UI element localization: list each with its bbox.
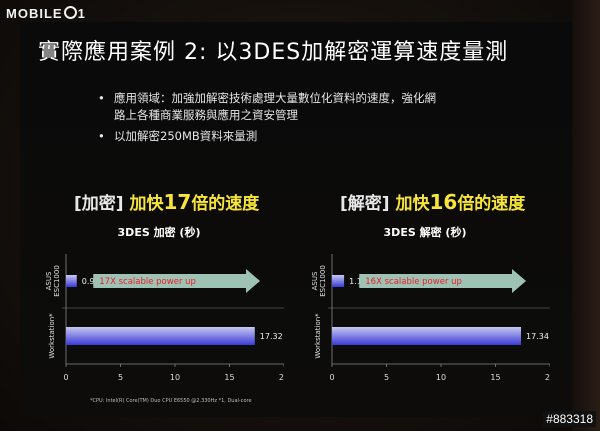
bar-value-label: 17.34: [526, 332, 549, 341]
scalable-arrow: [93, 269, 261, 293]
category-line: ESC1000: [319, 265, 327, 297]
decrypt-chart: 3DES 解密 (秒) 0 5 10 15 20 1.11 ASUSESC1000 17.34…: [300, 224, 555, 402]
scalable-arrow: [359, 269, 527, 293]
heading-post: 倍的速度: [457, 194, 526, 214]
footnote: *CPU: Intel(R) Core(TM) Duo CPU E6550 @2…: [90, 398, 252, 404]
x-tick-label: 20: [279, 373, 284, 382]
heading-pre: 加快: [389, 194, 430, 214]
bar-asus: [332, 275, 345, 287]
category-line: ASUS: [311, 271, 319, 290]
heading-bracket: [解密]: [340, 194, 390, 214]
heading-pre: 加快: [123, 194, 164, 214]
slide-title: 實際應用案例 2: 以3DES加解密運算速度量測: [38, 40, 509, 65]
bar-value-label: 17.32: [260, 332, 283, 341]
x-tick-label: 0: [329, 373, 334, 382]
category-line: ASUS: [45, 271, 53, 290]
x-tick-label: 0: [63, 373, 68, 382]
heading-post: 倍的速度: [191, 194, 260, 214]
mobile01-logo: MOBILE 1: [6, 6, 86, 21]
chart-title: 3DES 解密 (秒): [383, 226, 467, 239]
x-tick-label: 5: [118, 373, 123, 382]
x-tick-label: 15: [224, 373, 234, 382]
room-edge: [572, 0, 600, 431]
x-tick-label: 15: [490, 373, 500, 382]
category-label: Workstation*: [314, 313, 322, 359]
encrypt-chart: 3DES 加密 (秒) 0 5 10 15 20 0.99 ASUSESC1000 17.32…: [34, 224, 289, 402]
x-tick-label: 10: [170, 373, 180, 382]
x-tick-label: 10: [436, 373, 446, 382]
category-label: ASUSESC1000: [311, 265, 327, 297]
heading-bracket: [加密]: [74, 194, 124, 214]
heading-number: 17: [163, 190, 192, 214]
heading-decrypt: [解密] 加快16倍的速度: [340, 189, 525, 214]
decrypt-chart-svg: 0 5 10 15 20 1.11 ASUSESC1000 17.34 Workstation*…: [311, 254, 555, 382]
category-label: ASUSESC1000: [45, 265, 61, 297]
bullet-item: 應用領域：加強加解密技術處理大量數位化資料的速度，強化網路上各種商業服務與應用之…: [98, 90, 438, 124]
bullet-item: 以加解密250MB資料來量測: [98, 128, 438, 145]
projected-slide: [20, 22, 572, 417]
heading-encrypt: [加密] 加快17倍的速度: [74, 189, 259, 214]
category-line: ESC1000: [53, 265, 61, 297]
bar-value-label: 0.99: [82, 277, 100, 286]
bullet-list: 應用領域：加強加解密技術處理大量數位化資料的速度，強化網路上各種商業服務與應用之…: [98, 90, 438, 149]
bar-workstation: [332, 327, 522, 345]
bar-asus: [66, 275, 77, 287]
chart-title: 3DES 加密 (秒): [117, 226, 201, 239]
bar-workstation: [66, 327, 255, 345]
encrypt-chart-svg: 0 5 10 15 20 0.99 ASUSESC1000 17.32 Workstation*…: [45, 254, 289, 382]
x-tick-label: 5: [384, 373, 389, 382]
arrow-label: 16X scalable power up: [365, 277, 462, 287]
watermark-id: #883318: [543, 411, 596, 427]
heading-number: 16: [429, 190, 458, 214]
category-label: Workstation*: [48, 313, 56, 359]
x-tick-label: 20: [545, 373, 550, 382]
bar-value-label: 1.11: [349, 277, 367, 286]
arrow-label: 17X scalable power up: [99, 277, 196, 287]
